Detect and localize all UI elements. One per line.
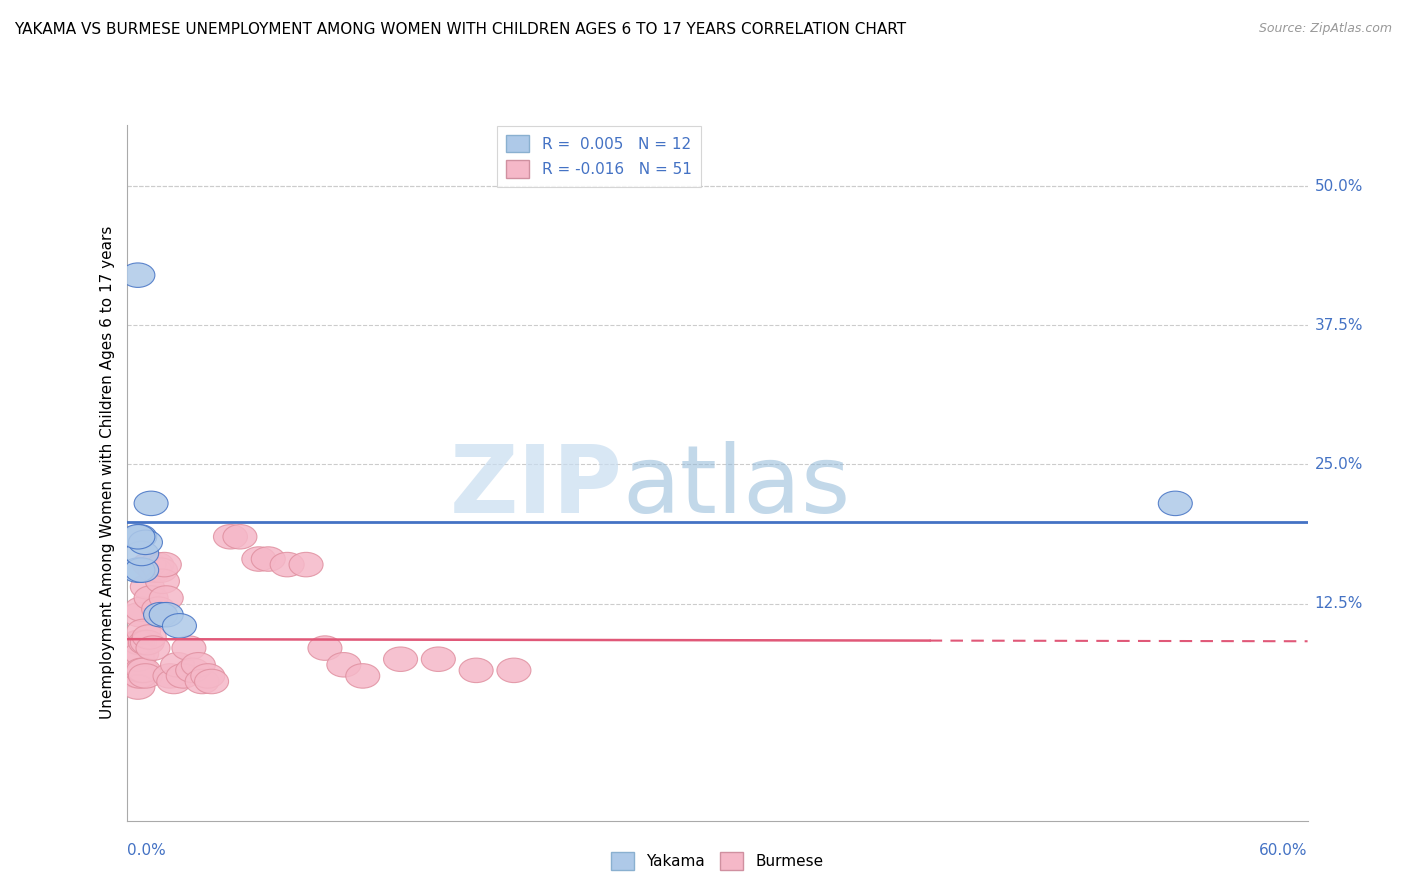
Text: 12.5%: 12.5%: [1315, 596, 1362, 611]
Ellipse shape: [121, 631, 155, 655]
Ellipse shape: [121, 664, 155, 688]
Y-axis label: Unemployment Among Women with Children Ages 6 to 17 years: Unemployment Among Women with Children A…: [100, 226, 115, 720]
Ellipse shape: [136, 636, 170, 660]
Legend: Yakama, Burmese: Yakama, Burmese: [605, 846, 830, 876]
Ellipse shape: [214, 524, 247, 549]
Ellipse shape: [270, 552, 304, 577]
Ellipse shape: [121, 263, 155, 287]
Ellipse shape: [191, 664, 225, 688]
Ellipse shape: [131, 631, 165, 655]
Ellipse shape: [131, 574, 165, 599]
Ellipse shape: [308, 636, 342, 660]
Ellipse shape: [153, 664, 187, 688]
Ellipse shape: [121, 675, 155, 699]
Ellipse shape: [326, 653, 361, 677]
Ellipse shape: [181, 653, 215, 677]
Ellipse shape: [143, 602, 177, 627]
Ellipse shape: [127, 658, 160, 682]
Ellipse shape: [138, 558, 172, 582]
Ellipse shape: [125, 597, 159, 622]
Ellipse shape: [125, 558, 159, 582]
Ellipse shape: [122, 524, 157, 549]
Ellipse shape: [125, 658, 159, 682]
Ellipse shape: [121, 558, 155, 582]
Ellipse shape: [176, 658, 209, 682]
Ellipse shape: [121, 647, 155, 672]
Ellipse shape: [121, 524, 155, 549]
Ellipse shape: [149, 586, 183, 610]
Ellipse shape: [346, 664, 380, 688]
Ellipse shape: [157, 669, 191, 694]
Ellipse shape: [194, 669, 229, 694]
Text: YAKAMA VS BURMESE UNEMPLOYMENT AMONG WOMEN WITH CHILDREN AGES 6 TO 17 YEARS CORR: YAKAMA VS BURMESE UNEMPLOYMENT AMONG WOM…: [14, 22, 907, 37]
Ellipse shape: [496, 658, 531, 682]
Ellipse shape: [166, 664, 200, 688]
Ellipse shape: [460, 658, 494, 682]
Ellipse shape: [242, 547, 276, 571]
Text: 25.0%: 25.0%: [1315, 457, 1362, 472]
Ellipse shape: [125, 541, 159, 566]
Text: 60.0%: 60.0%: [1260, 843, 1308, 858]
Ellipse shape: [143, 558, 177, 582]
Ellipse shape: [139, 552, 174, 577]
Text: 37.5%: 37.5%: [1315, 318, 1362, 333]
Ellipse shape: [142, 597, 176, 622]
Ellipse shape: [134, 586, 169, 610]
Ellipse shape: [384, 647, 418, 672]
Ellipse shape: [422, 647, 456, 672]
Ellipse shape: [186, 669, 219, 694]
Ellipse shape: [132, 552, 166, 577]
Ellipse shape: [134, 491, 169, 516]
Ellipse shape: [128, 664, 163, 688]
Ellipse shape: [160, 653, 194, 677]
Ellipse shape: [224, 524, 257, 549]
Ellipse shape: [128, 530, 163, 555]
Text: 50.0%: 50.0%: [1315, 178, 1362, 194]
Ellipse shape: [290, 552, 323, 577]
Ellipse shape: [132, 624, 166, 649]
Ellipse shape: [125, 641, 159, 666]
Ellipse shape: [163, 614, 197, 638]
Ellipse shape: [121, 641, 155, 666]
Ellipse shape: [122, 631, 157, 655]
Text: 0.0%: 0.0%: [127, 843, 166, 858]
Ellipse shape: [127, 619, 160, 644]
Ellipse shape: [172, 636, 205, 660]
Ellipse shape: [122, 664, 157, 688]
Ellipse shape: [148, 552, 181, 577]
Text: ZIP: ZIP: [450, 441, 623, 533]
Ellipse shape: [128, 631, 163, 655]
Ellipse shape: [252, 547, 285, 571]
Text: Source: ZipAtlas.com: Source: ZipAtlas.com: [1258, 22, 1392, 36]
Ellipse shape: [145, 569, 180, 593]
Ellipse shape: [149, 602, 183, 627]
Ellipse shape: [122, 602, 157, 627]
Text: atlas: atlas: [623, 441, 851, 533]
Ellipse shape: [1159, 491, 1192, 516]
